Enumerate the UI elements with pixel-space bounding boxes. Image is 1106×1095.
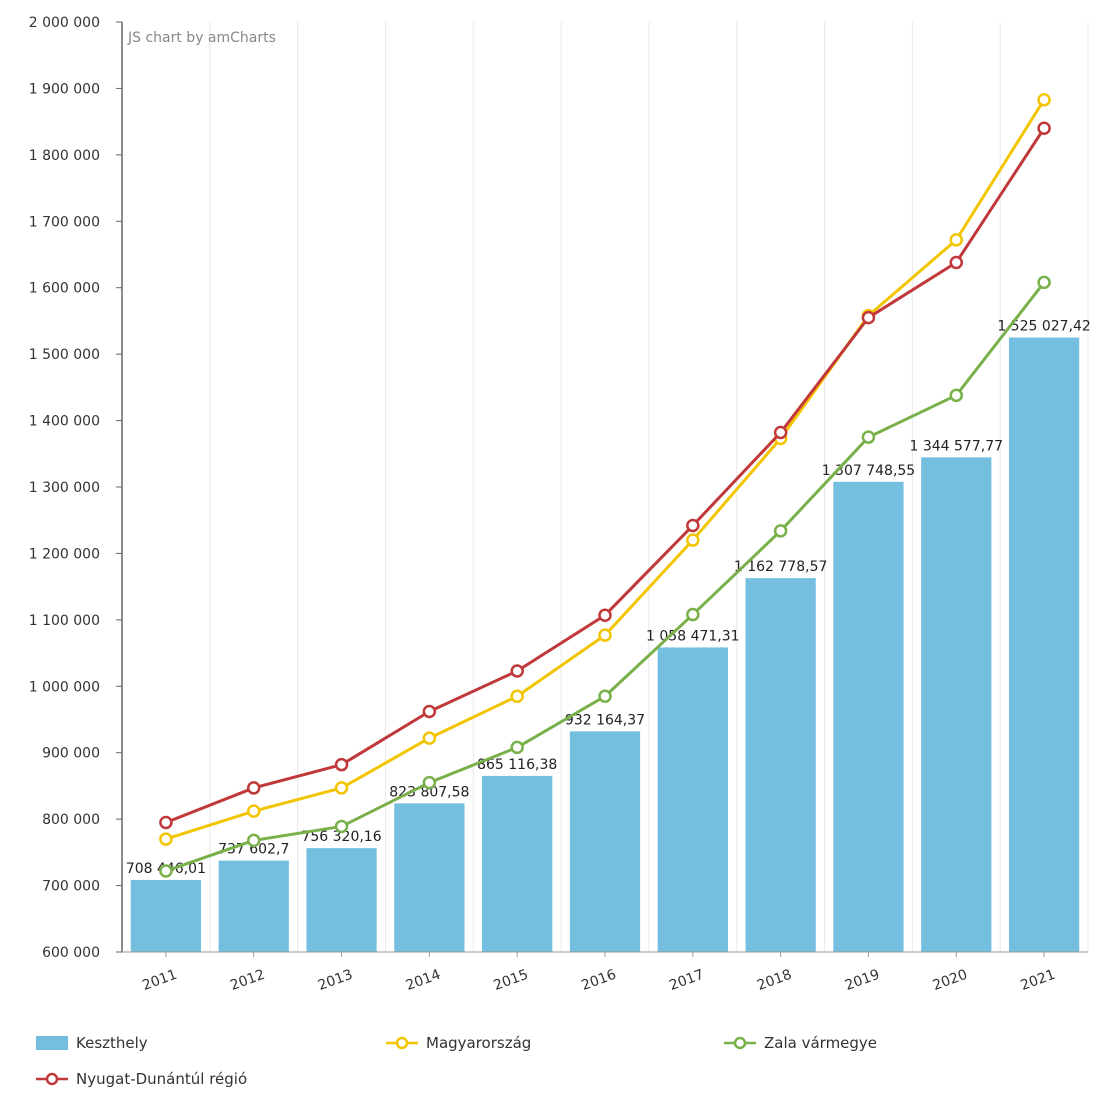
data-point-magyarorsz-g[interactable] <box>159 832 173 846</box>
data-point-zala-v-rmegye[interactable] <box>334 819 349 834</box>
data-point-zala-v-rmegye[interactable] <box>686 607 700 622</box>
x-tick-label: 2020 <box>931 967 970 994</box>
data-point-magyarorsz-g[interactable] <box>510 689 524 703</box>
data-point-nyugat-dun-nt-l-r-gi-[interactable] <box>246 781 261 795</box>
legend-item-magyarorszag[interactable]: Magyarország <box>386 1032 531 1054</box>
y-tick-label: 1 100 000 <box>29 613 100 629</box>
bar-keszthely[interactable] <box>394 803 465 952</box>
data-point-nyugat-dun-nt-l-r-gi-[interactable] <box>334 757 349 772</box>
data-point-magyarorsz-g[interactable] <box>598 628 612 642</box>
legend-swatch-line <box>724 1036 756 1050</box>
data-point-zala-v-rmegye[interactable] <box>422 775 437 790</box>
bar-keszthely[interactable] <box>833 481 904 952</box>
y-tick-label: 1 900 000 <box>29 81 100 97</box>
bar-keszthely[interactable] <box>1008 337 1080 953</box>
x-tick-label: 2017 <box>667 967 706 994</box>
x-tick-label: 2014 <box>404 967 443 994</box>
data-point-nyugat-dun-nt-l-r-gi-[interactable] <box>861 310 876 325</box>
line-layer <box>159 92 1051 878</box>
y-tick-label: 2 000 000 <box>29 15 100 31</box>
data-point-zala-v-rmegye[interactable] <box>949 388 964 403</box>
y-tick-label: 1 200 000 <box>29 546 100 562</box>
y-tick-label: 1 600 000 <box>29 281 100 297</box>
legend-item-keszthely[interactable]: Keszthely <box>36 1032 148 1054</box>
x-tick-label: 2019 <box>843 967 882 994</box>
x-tick-label: 2011 <box>140 967 179 994</box>
bar-value-label: 1 058 471,31 <box>646 628 740 644</box>
y-tick-label: 900 000 <box>42 746 100 762</box>
y-tick-label: 1 500 000 <box>29 347 100 363</box>
data-point-magyarorsz-g[interactable] <box>246 804 261 818</box>
legend-swatch-line <box>36 1072 68 1086</box>
data-point-magyarorsz-g[interactable] <box>686 533 700 547</box>
legend-swatch-bar <box>36 1036 68 1050</box>
legend-label: Zala vármegye <box>764 1034 878 1052</box>
bar-value-label: 1 344 577,77 <box>910 438 1004 454</box>
data-point-magyarorsz-g[interactable] <box>949 233 964 247</box>
data-point-nyugat-dun-nt-l-r-gi-[interactable] <box>773 425 788 440</box>
legend: Keszthely Magyarország Zala vármegye Nyu… <box>0 1020 1106 1095</box>
y-tick-label: 1 000 000 <box>29 679 100 695</box>
legend-item-zala[interactable]: Zala vármegye <box>724 1032 877 1054</box>
bar-keszthely[interactable] <box>569 731 641 952</box>
data-point-zala-v-rmegye[interactable] <box>861 430 876 444</box>
data-point-nyugat-dun-nt-l-r-gi-[interactable] <box>159 815 173 830</box>
bar-value-label: 823 807,58 <box>389 784 469 800</box>
data-point-nyugat-dun-nt-l-r-gi-[interactable] <box>1037 121 1051 136</box>
bar-keszthely[interactable] <box>482 775 553 952</box>
bar-value-label: 1 525 027,42 <box>997 319 1091 335</box>
data-point-magyarorsz-g[interactable] <box>334 781 349 795</box>
data-point-zala-v-rmegye[interactable] <box>598 689 612 703</box>
data-point-nyugat-dun-nt-l-r-gi-[interactable] <box>422 704 437 719</box>
x-tick-label: 2013 <box>316 967 355 994</box>
data-point-nyugat-dun-nt-l-r-gi-[interactable] <box>949 255 964 270</box>
bar-keszthely[interactable] <box>657 647 728 952</box>
y-tick-label: 1 700 000 <box>29 214 100 230</box>
data-point-zala-v-rmegye[interactable] <box>773 524 788 538</box>
data-point-nyugat-dun-nt-l-r-gi-[interactable] <box>686 518 700 533</box>
data-point-magyarorsz-g[interactable] <box>1037 92 1051 107</box>
axis-layer: 600 000 700 000 800 000 900 000 1 000 000 1 1… <box>29 15 1088 994</box>
bar-keszthely[interactable] <box>306 848 377 952</box>
bar-keszthely[interactable] <box>130 879 202 952</box>
y-tick-label: 1 800 000 <box>29 148 100 164</box>
bar-value-label: 756 320,16 <box>301 829 381 845</box>
y-tick-label: 1 300 000 <box>29 480 100 496</box>
bar-value-label: 1 307 748,55 <box>822 463 916 479</box>
y-tick-label: 800 000 <box>42 812 100 828</box>
legend-label: Keszthely <box>76 1034 148 1052</box>
x-tick-label: 2021 <box>1018 967 1057 994</box>
data-point-zala-v-rmegye[interactable] <box>159 864 173 878</box>
bar-value-label: 865 116,38 <box>477 757 557 773</box>
x-tick-label: 2018 <box>755 967 794 994</box>
bar-value-label: 1 162 778,57 <box>734 559 828 575</box>
data-point-zala-v-rmegye[interactable] <box>510 740 524 755</box>
legend-label: Magyarország <box>426 1034 532 1052</box>
bar-keszthely[interactable] <box>218 860 289 952</box>
chart-credit[interactable]: JS chart by amCharts <box>127 30 276 46</box>
bar-keszthely[interactable] <box>745 578 816 952</box>
data-point-nyugat-dun-nt-l-r-gi-[interactable] <box>598 608 612 622</box>
data-point-zala-v-rmegye[interactable] <box>1037 275 1051 290</box>
legend-swatch-line <box>386 1036 418 1050</box>
legend-label: Nyugat-Dunántúl régió <box>76 1070 248 1088</box>
bar-value-label: 932 164,37 <box>565 712 645 728</box>
y-tick-label: 700 000 <box>42 879 100 895</box>
x-tick-label: 2016 <box>579 967 618 994</box>
x-tick-label: 2015 <box>492 967 531 994</box>
bar-layer <box>130 337 1080 953</box>
data-point-magyarorsz-g[interactable] <box>422 731 437 745</box>
x-tick-label: 2012 <box>228 967 267 994</box>
data-point-nyugat-dun-nt-l-r-gi-[interactable] <box>510 664 524 678</box>
bar-keszthely[interactable] <box>921 457 992 952</box>
y-tick-label: 600 000 <box>42 945 100 961</box>
legend-item-nyugat-dunantul[interactable]: Nyugat-Dunántúl régió <box>36 1068 247 1090</box>
data-point-zala-v-rmegye[interactable] <box>246 833 261 848</box>
grid-layer <box>209 22 1089 952</box>
y-tick-label: 1 400 000 <box>29 414 100 430</box>
